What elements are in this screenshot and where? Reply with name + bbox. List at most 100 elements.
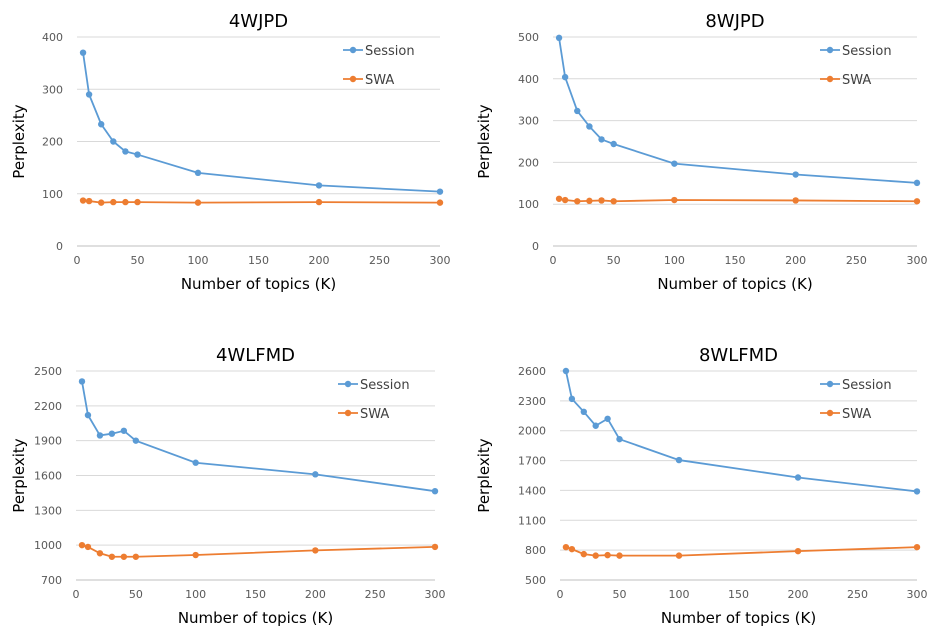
x-tick-label: 150 xyxy=(728,588,749,601)
data-point-swa xyxy=(194,199,202,206)
y-tick-label: 0 xyxy=(56,240,63,253)
data-point-session xyxy=(78,378,86,385)
series-line-session xyxy=(558,37,918,184)
line-chart-4wjpd: 0 100 200 300 400 0 50 100 150 200 250 300 4WJPD Numb… xyxy=(10,11,451,293)
legend-marker-session xyxy=(349,46,357,54)
data-point-swa xyxy=(610,198,617,205)
data-point-session xyxy=(555,34,563,42)
x-tick-label: 150 xyxy=(248,254,269,267)
y-tick-label: 0 xyxy=(532,240,539,253)
legend-label: SWA xyxy=(842,407,871,422)
x-tick-label: 250 xyxy=(847,588,868,601)
line-chart-4wlfmd: 700 1000 1300 1600 1900 2200 2500 0 50 100 150 200 2… xyxy=(10,345,446,627)
data-point-session xyxy=(598,136,605,143)
data-point-session xyxy=(96,432,104,439)
data-point-swa xyxy=(98,199,105,206)
x-tick-label: 200 xyxy=(788,588,809,601)
data-point-swa xyxy=(580,550,587,558)
data-point-swa xyxy=(96,550,104,557)
x-tick-label: 150 xyxy=(245,588,266,601)
data-point-swa xyxy=(604,551,611,559)
y-tick-label: 2300 xyxy=(518,395,546,408)
legend-label: Session xyxy=(360,378,410,393)
chart-title: 8WLFMD xyxy=(699,345,778,366)
y-tick-label: 1000 xyxy=(34,539,62,552)
data-point-session xyxy=(568,395,576,403)
data-point-session xyxy=(580,408,587,416)
data-point-swa xyxy=(794,547,802,555)
data-point-session xyxy=(84,411,92,419)
y-tick-label: 2200 xyxy=(34,400,62,413)
x-tick-label: 0 xyxy=(73,588,80,601)
legend-label: Session xyxy=(842,378,892,393)
y-tick-label: 700 xyxy=(41,574,62,587)
chart-panel-4wjpd: 0 100 200 300 400 0 50 100 150 200 250 300 4WJPD Numb… xyxy=(0,0,465,315)
chart-title: 4WLFMD xyxy=(216,345,295,366)
y-tick-label: 1600 xyxy=(34,470,62,483)
x-tick-label: 300 xyxy=(907,588,928,601)
y-tick-label: 400 xyxy=(518,73,539,86)
y-tick-label: 2000 xyxy=(518,425,546,438)
data-point-swa xyxy=(122,198,129,206)
data-point-swa xyxy=(675,552,683,559)
series-line-session xyxy=(81,381,436,493)
x-tick-label: 100 xyxy=(188,254,209,267)
x-tick-label: 50 xyxy=(129,588,143,601)
data-point-session xyxy=(586,123,593,130)
x-tick-label: 100 xyxy=(669,588,690,601)
x-axis-label: Number of topics (K) xyxy=(178,609,333,627)
x-tick-label: 250 xyxy=(369,254,390,267)
data-point-swa xyxy=(78,541,86,549)
data-point-session xyxy=(436,188,444,195)
data-point-session xyxy=(194,169,202,177)
data-point-swa xyxy=(84,543,92,551)
chart-panel-8wjpd: 0 100 200 300 400 500 0 50 100 150 200 250 300 8WJPD N… xyxy=(465,0,930,315)
legend-marker-swa xyxy=(349,75,357,83)
legend-label: SWA xyxy=(360,407,389,422)
data-point-swa xyxy=(132,553,140,560)
data-point-swa xyxy=(592,552,599,559)
legend-label: SWA xyxy=(842,73,871,88)
y-tick-label: 400 xyxy=(42,31,63,44)
data-point-swa xyxy=(562,543,570,551)
data-point-session xyxy=(431,487,439,495)
data-point-session xyxy=(132,437,140,444)
chart-panel-8wlfmd: 500 800 1100 1400 1700 2000 2300 2600 0 50 100 150 2… xyxy=(465,316,930,631)
data-point-swa xyxy=(79,197,87,204)
x-tick-label: 200 xyxy=(309,254,330,267)
data-point-swa xyxy=(315,198,323,206)
data-point-swa xyxy=(913,198,921,205)
y-tick-label: 1900 xyxy=(34,435,62,448)
data-point-swa xyxy=(134,198,141,206)
x-tick-label: 300 xyxy=(430,254,451,267)
data-point-session xyxy=(315,182,323,189)
y-tick-label: 100 xyxy=(42,188,63,201)
data-point-session xyxy=(610,140,617,148)
data-point-swa xyxy=(108,553,116,560)
data-point-session xyxy=(792,171,799,178)
data-point-session xyxy=(675,456,683,464)
data-point-swa xyxy=(431,543,439,551)
data-point-session xyxy=(562,367,570,375)
y-tick-label: 1400 xyxy=(518,484,546,497)
legend-marker-session xyxy=(344,380,352,388)
x-tick-label: 0 xyxy=(550,254,557,267)
data-point-swa xyxy=(586,197,593,205)
y-tick-label: 100 xyxy=(518,198,539,211)
x-tick-label: 50 xyxy=(613,588,627,601)
chart-title: 8WJPD xyxy=(705,11,764,32)
data-point-session xyxy=(122,148,129,155)
data-point-session xyxy=(616,435,623,443)
data-point-session xyxy=(85,91,93,98)
data-point-session xyxy=(134,151,141,158)
data-point-swa xyxy=(574,198,581,205)
x-tick-label: 0 xyxy=(74,254,81,267)
y-tick-label: 200 xyxy=(42,136,63,149)
x-tick-label: 100 xyxy=(185,588,206,601)
data-point-session xyxy=(192,459,199,466)
y-tick-label: 500 xyxy=(525,574,546,587)
x-tick-label: 150 xyxy=(725,254,746,267)
data-point-session xyxy=(913,179,921,187)
data-point-swa xyxy=(616,552,623,559)
x-axis-label: Number of topics (K) xyxy=(661,609,816,627)
